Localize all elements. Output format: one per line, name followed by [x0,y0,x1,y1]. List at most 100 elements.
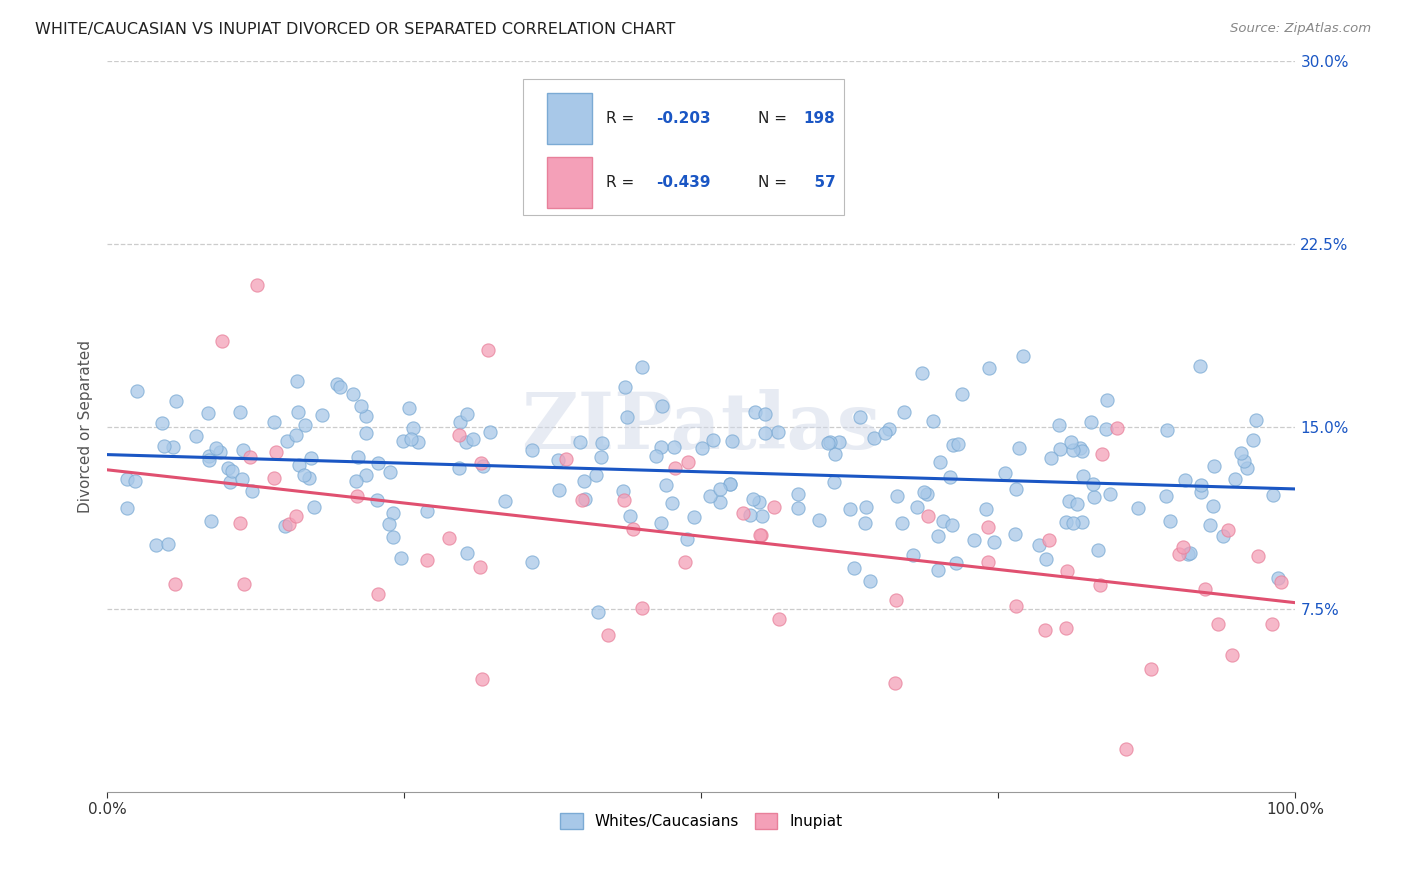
Point [613,380,636,394]
Point [299,450,322,465]
Point [619,509,641,524]
Point [115,501,138,516]
Point [274,519,297,533]
Point [1049,442,1071,457]
Point [461,432,484,446]
Point [901,549,924,563]
Point [574,492,596,507]
Point [1094,422,1116,436]
Point [690,441,713,455]
Point [676,532,699,546]
Point [152,439,174,453]
Point [915,487,938,501]
Point [211,334,233,348]
Point [817,436,839,450]
Point [1244,413,1267,427]
Point [470,560,492,574]
Point [709,494,731,508]
Point [754,426,776,441]
Point [1069,442,1091,456]
Point [1004,482,1026,496]
Point [389,550,412,565]
Point [1218,523,1240,537]
Point [911,366,934,380]
Point [613,493,636,508]
Point [631,601,654,615]
Point [198,450,221,464]
Text: Source: ZipAtlas.com: Source: ZipAtlas.com [1230,22,1371,36]
Text: ZIPatlas: ZIPatlas [522,389,882,465]
Point [863,431,886,445]
Point [1091,447,1114,461]
Point [929,455,952,469]
Point [1066,496,1088,510]
Text: 198: 198 [803,111,835,126]
Point [807,513,830,527]
Point [1188,359,1211,373]
Point [893,405,915,419]
Point [877,422,900,436]
Point [1220,648,1243,663]
Point [547,452,569,467]
Point [277,516,299,531]
Point [917,508,939,523]
Point [1071,515,1094,529]
Point [1038,533,1060,547]
Point [702,433,724,447]
Point [1059,494,1081,508]
Point [886,489,908,503]
Text: R =: R = [606,111,640,126]
Point [1088,578,1111,592]
Point [233,577,256,591]
Point [568,434,591,449]
Point [1202,499,1225,513]
Point [399,432,422,446]
Point [787,501,810,516]
Point [165,394,187,409]
Point [768,611,790,625]
Point [1261,488,1284,502]
Point [1033,623,1056,637]
Point [231,472,253,486]
Point [1223,472,1246,486]
Point [912,484,935,499]
Point [588,605,610,619]
Point [454,434,477,449]
Point [598,628,620,642]
Point [1140,662,1163,676]
Point [938,470,960,484]
Point [1004,599,1026,613]
Point [347,450,370,465]
Point [342,387,364,401]
Point [931,514,953,528]
Point [221,465,243,479]
Point [292,468,315,483]
Point [1159,514,1181,528]
Point [994,466,1017,480]
Point [264,445,287,459]
Point [246,278,269,293]
Point [824,447,846,461]
Point [263,471,285,485]
Point [479,425,502,440]
Point [612,483,634,498]
Point [977,361,1000,376]
Point [1081,476,1104,491]
Point [522,555,544,569]
Point [1062,442,1084,457]
Point [471,672,494,686]
Point [1247,549,1270,564]
Point [820,435,842,450]
Point [205,441,228,455]
Point [945,556,967,570]
Point [751,508,773,523]
Point [416,552,439,566]
Point [621,522,644,536]
Point [1054,622,1077,636]
Point [127,384,149,399]
Point [350,399,373,413]
Point [1189,478,1212,492]
Point [228,405,250,419]
Point [922,414,945,428]
Point [740,508,762,522]
